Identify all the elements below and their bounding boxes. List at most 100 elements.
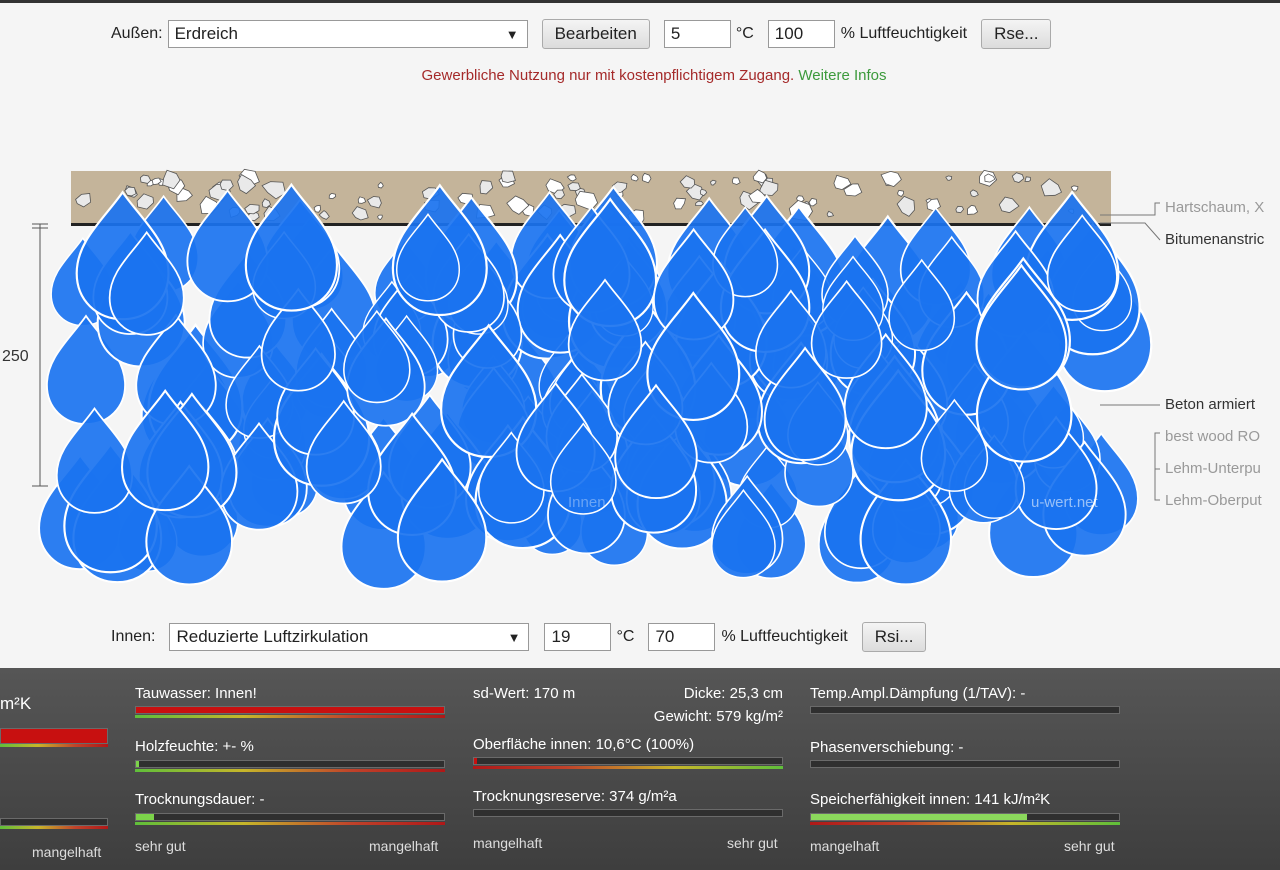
gravel-stone xyxy=(261,181,286,200)
gravel-stone xyxy=(967,204,979,215)
gravel-stone xyxy=(357,196,367,204)
outside-label: Außen: xyxy=(111,25,163,42)
gravel-stone xyxy=(244,203,260,215)
inside-temp-unit: °C xyxy=(616,628,635,645)
layer-label-best-wood[interactable]: best wood RO xyxy=(1165,428,1261,445)
gravel-stone xyxy=(880,170,902,188)
brand-watermark: u-wert.net xyxy=(1031,494,1098,511)
oberflaeche-bar xyxy=(473,757,783,765)
col3-scale-left: mangelhaft xyxy=(810,838,880,854)
gravel-stone xyxy=(1070,185,1079,192)
inside-humidity-input[interactable]: 70 xyxy=(648,623,716,651)
inside-label: Innen: xyxy=(111,628,156,645)
layer-label-hartschaum[interactable]: Hartschaum, X xyxy=(1165,199,1265,216)
trocknungsdauer-bar xyxy=(135,813,445,821)
phasenverschiebung-label: Phasenverschiebung: - xyxy=(810,739,964,756)
uvalue-unit: m²K xyxy=(0,694,32,713)
outside-humidity-input[interactable]: 100 xyxy=(767,20,835,48)
col1-scale-right: mangelhaft xyxy=(369,838,439,854)
layer-leader-lines xyxy=(1100,202,1161,501)
gravel-stone xyxy=(699,188,708,197)
trocknungsdauer-label: Trocknungsdauer: - xyxy=(135,791,265,808)
gravel-stone xyxy=(162,169,181,190)
water-drop-icon xyxy=(55,407,134,514)
window-top-border xyxy=(0,0,1280,3)
edit-button[interactable]: Bearbeiten xyxy=(541,19,650,49)
gravel-stone xyxy=(313,204,322,213)
gravel-stone xyxy=(679,175,696,189)
temp-amplitude-label: Temp.Ampl.Dämpfung (1/TAV): - xyxy=(810,685,1026,702)
phasenverschiebung-bar xyxy=(810,760,1120,768)
gravel-stone xyxy=(955,205,965,214)
results-panel: m²K mangelhaft Tauwasser: Innen! Holzfeu… xyxy=(0,668,1280,870)
layer-label-lehm-unterputz[interactable]: Lehm-Unterpu xyxy=(1165,460,1261,477)
gravel-stone xyxy=(896,195,916,217)
more-info-link[interactable]: Weitere Infos xyxy=(798,67,887,84)
trocknungsreserve-bar xyxy=(473,809,783,817)
gravel-stone xyxy=(897,189,905,198)
thickness-dimension-label: 250 xyxy=(2,348,29,365)
gravel-stone xyxy=(695,200,705,206)
col0-second-bar xyxy=(0,818,108,826)
gravel-stone xyxy=(630,173,639,182)
gravel-stone xyxy=(969,189,979,198)
speicherfaehigkeit-label: Speicherfähigkeit innen: 141 kJ/m²K xyxy=(810,791,1051,808)
temp-amplitude-bar xyxy=(810,706,1120,714)
tauwasser-bar xyxy=(135,706,445,714)
dropdown-arrow-icon: ▼ xyxy=(507,629,521,645)
commercial-use-notice: Gewerbliche Nutzung nur mit kostenpflich… xyxy=(0,67,1280,84)
gravel-stone xyxy=(377,214,383,220)
inside-temperature-input[interactable]: 19 xyxy=(544,623,612,651)
gravel-stone xyxy=(642,172,652,184)
gravel-stone xyxy=(500,170,516,183)
inside-watermark: Innen xyxy=(568,494,606,511)
gravel-stone xyxy=(826,210,835,218)
gravel-stone xyxy=(1040,178,1063,197)
gravel-stone xyxy=(731,177,741,185)
gravel-stone xyxy=(75,193,92,208)
rse-button[interactable]: Rse... xyxy=(981,19,1052,49)
outside-temperature-input[interactable]: 5 xyxy=(663,20,731,48)
layer-label-lehm-oberputz[interactable]: Lehm-Oberput xyxy=(1165,492,1262,509)
gravel-stone xyxy=(366,196,382,209)
notice-text: Gewerbliche Nutzung nur mit kostenpflich… xyxy=(421,67,795,84)
oberflaeche-label: Oberfläche innen: 10,6°C (100%) xyxy=(473,736,695,753)
gravel-stone xyxy=(833,174,852,191)
outside-condition-select[interactable]: Erdreich ▼ xyxy=(167,20,528,48)
condensation-drops xyxy=(38,183,1153,590)
inside-condition-select[interactable]: Reduzierte Luftzirkulation ▼ xyxy=(169,623,530,651)
col1-scale-left: sehr gut xyxy=(135,838,186,854)
gravel-stone xyxy=(328,192,337,200)
gravel-stone xyxy=(237,174,257,195)
gravel-stone xyxy=(377,181,384,189)
holzfeuchte-bar xyxy=(135,760,445,768)
uvalue-bar xyxy=(0,728,108,744)
speicherfaehigkeit-bar xyxy=(810,813,1120,821)
gravel-stone xyxy=(758,179,779,196)
outside-select-value: Erdreich xyxy=(174,24,238,43)
gravel-stone xyxy=(752,169,768,184)
layer-label-bitumen[interactable]: Bitumenanstric xyxy=(1165,231,1265,248)
inside-conditions-row: Innen: Reduzierte Luftzirkulation ▼ 19 °… xyxy=(111,622,927,652)
outside-humidity-label: % Luftfeuchtigkeit xyxy=(840,25,968,42)
gravel-stone xyxy=(553,189,565,200)
gewicht-label: Gewicht: 579 kg/m² xyxy=(653,708,783,725)
gravel-stone xyxy=(261,198,271,208)
trocknungsreserve-label: Trocknungsreserve: 374 g/m²a xyxy=(473,788,677,805)
layer-label-beton[interactable]: Beton armiert xyxy=(1165,396,1256,413)
tauwasser-label: Tauwasser: Innen! xyxy=(135,685,257,702)
gravel-stone xyxy=(351,206,369,221)
outside-conditions-row: Außen: Erdreich ▼ Bearbeiten 5 °C 100 % … xyxy=(111,19,1052,49)
rsi-button[interactable]: Rsi... xyxy=(861,622,927,652)
gravel-stone xyxy=(139,174,152,184)
col0-scale-label: mangelhaft xyxy=(32,844,102,860)
wall-construction-diagram: 250 Innen u-wert.net Hartschaum, X Bitum… xyxy=(0,95,1280,615)
outside-temp-unit: °C xyxy=(735,25,754,42)
gravel-stone xyxy=(124,186,137,197)
gravel-stone xyxy=(506,195,530,215)
holzfeuchte-label: Holzfeuchte: +- % xyxy=(135,738,254,755)
gravel-stone xyxy=(984,173,996,183)
wall-diagram-svg xyxy=(32,168,1161,590)
gravel-stone xyxy=(945,175,953,181)
gravel-stone xyxy=(151,177,162,186)
